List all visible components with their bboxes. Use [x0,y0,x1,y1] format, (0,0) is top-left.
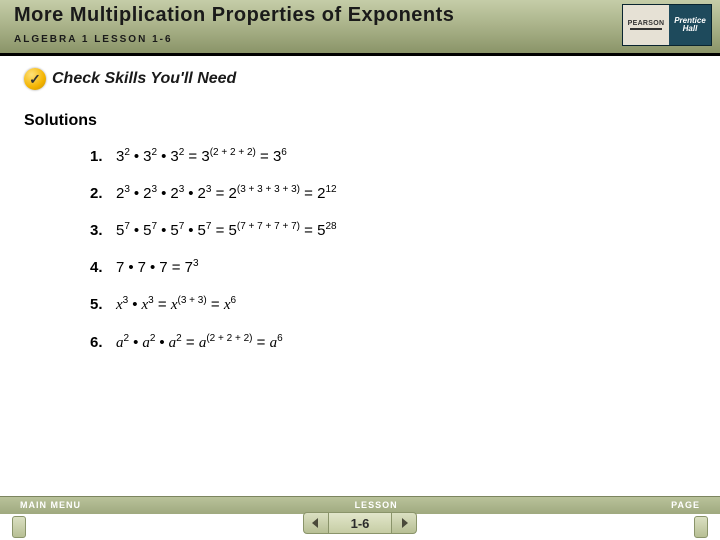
check-skills-bar: ✓ Check Skills You'll Need [24,68,236,90]
solutions-list: 1.32•32•32 = 3(2 + 2 + 2) = 36 2.23•23•23… [90,148,650,372]
next-page-button[interactable] [391,512,417,534]
solution-number: 6. [90,334,116,351]
page-subtitle: ALGEBRA 1 LESSON 1-6 [14,34,173,45]
prev-page-button[interactable] [303,512,329,534]
solution-expression: a2•a2•a2 = a(2 + 2 + 2) = a6 [116,334,283,352]
solution-row: 6.a2•a2•a2 = a(2 + 2 + 2) = a6 [90,334,650,352]
solution-expression: 23•23•23•23 = 2(3 + 3 + 3 + 3) = 212 [116,185,337,202]
footer-controls-row: 1-6 [0,514,720,540]
chevron-right-icon [399,518,409,528]
logo-line2: Hall [683,25,698,33]
footer: MAIN MENU LESSON PAGE 1-6 [0,496,720,540]
solution-expression: 57•57•57•57 = 5(7 + 7 + 7 + 7) = 528 [116,222,337,239]
logo-brand-panel: PEARSON [623,5,669,45]
solution-number: 1. [90,148,116,165]
page-number: 1-6 [329,512,391,534]
solution-number: 5. [90,296,116,313]
solution-expression: 32•32•32 = 3(2 + 2 + 2) = 36 [116,148,287,165]
solution-expression: 7•7•7 = 73 [116,259,199,276]
logo-divider [630,28,662,30]
publisher-logo: PEARSON Prentice Hall [622,4,712,46]
footer-main-menu[interactable]: MAIN MENU [0,497,101,514]
solution-number: 3. [90,222,116,239]
solution-row: 1.32•32•32 = 3(2 + 2 + 2) = 36 [90,148,650,165]
solution-row: 5.x3•x3 = x(3 + 3) = x6 [90,296,650,314]
logo-brand-text: PEARSON [628,20,665,27]
solution-number: 4. [90,259,116,276]
header-bar: More Multiplication Properties of Expone… [0,0,720,56]
solution-row: 2.23•23•23•23 = 2(3 + 3 + 3 + 3) = 212 [90,185,650,202]
chevron-left-icon [311,518,321,528]
footer-edge-left[interactable] [12,516,26,538]
page-controls: 1-6 [303,512,417,534]
solution-row: 3.57•57•57•57 = 5(7 + 7 + 7 + 7) = 528 [90,222,650,239]
solutions-heading: Solutions [24,112,97,130]
footer-page-label[interactable]: PAGE [651,497,720,514]
check-skills-label: Check Skills You'll Need [52,70,236,88]
solution-expression: x3•x3 = x(3 + 3) = x6 [116,296,236,314]
check-icon: ✓ [24,68,46,90]
solution-number: 2. [90,185,116,202]
page-title: More Multiplication Properties of Expone… [14,4,454,27]
logo-imprint-panel: Prentice Hall [669,5,711,45]
footer-edge-right[interactable] [694,516,708,538]
solution-row: 4.7•7•7 = 73 [90,259,650,276]
